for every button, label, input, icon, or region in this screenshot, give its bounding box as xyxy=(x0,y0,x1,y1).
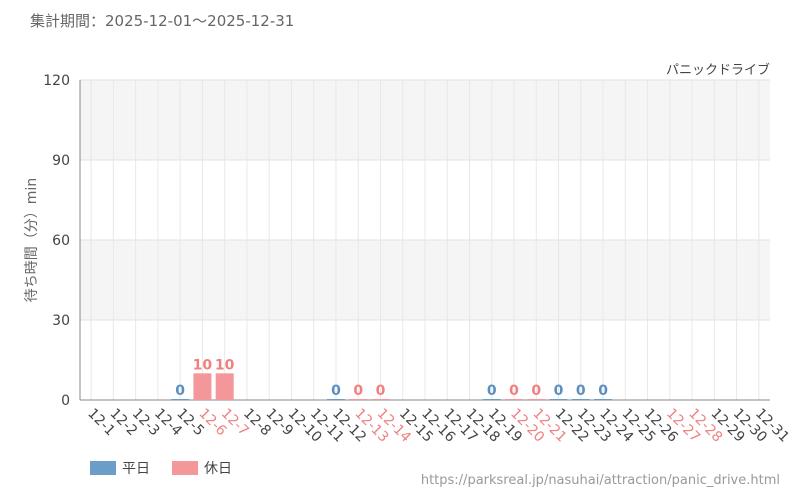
legend-item-weekday: 平日 xyxy=(90,458,150,478)
y-tick-label: 30 xyxy=(52,313,70,329)
y-tick-label: 120 xyxy=(43,73,70,89)
data-label: 0 xyxy=(175,383,185,399)
data-label: 0 xyxy=(576,383,586,399)
period-label: 集計期間：2025-12-01〜2025-12-31 xyxy=(30,12,295,30)
bar xyxy=(527,399,546,400)
data-label: 0 xyxy=(487,383,497,399)
legend-swatch-weekday xyxy=(90,461,116,475)
legend-swatch-holiday xyxy=(172,461,198,475)
bar xyxy=(549,399,568,400)
y-tick-label: 60 xyxy=(52,233,70,249)
bar xyxy=(571,399,590,400)
bar xyxy=(326,399,345,400)
data-label: 10 xyxy=(215,357,235,373)
legend-label-weekday: 平日 xyxy=(122,461,150,477)
legend-item-holiday: 休日 xyxy=(172,458,232,478)
bar xyxy=(594,399,613,400)
bar xyxy=(171,399,190,400)
data-label: 0 xyxy=(598,383,608,399)
legend-label-holiday: 休日 xyxy=(204,461,232,477)
data-label: 0 xyxy=(353,383,363,399)
y-tick-label: 0 xyxy=(61,393,70,409)
bars xyxy=(171,373,613,400)
data-label: 0 xyxy=(331,383,341,399)
y-tick-label: 90 xyxy=(52,153,70,169)
bar xyxy=(505,399,524,400)
data-label: 0 xyxy=(376,383,386,399)
data-label: 10 xyxy=(193,357,213,373)
bar xyxy=(371,399,390,400)
data-label: 0 xyxy=(554,383,564,399)
bar xyxy=(215,373,234,400)
bar xyxy=(193,373,212,400)
data-label: 0 xyxy=(509,383,519,399)
bar xyxy=(349,399,368,400)
y-axis-label: 待ち時間（分）min xyxy=(24,178,40,302)
data-label: 0 xyxy=(531,383,541,399)
chart-title: パニックドライブ xyxy=(666,62,770,78)
legend: 平日 休日 xyxy=(90,458,232,478)
source-link[interactable]: https://parksreal.jp/nasuhai/attraction/… xyxy=(420,473,780,488)
data-labels: 010 100 0 0 0 0 0 0 0 0 xyxy=(175,357,608,399)
bar xyxy=(482,399,501,400)
